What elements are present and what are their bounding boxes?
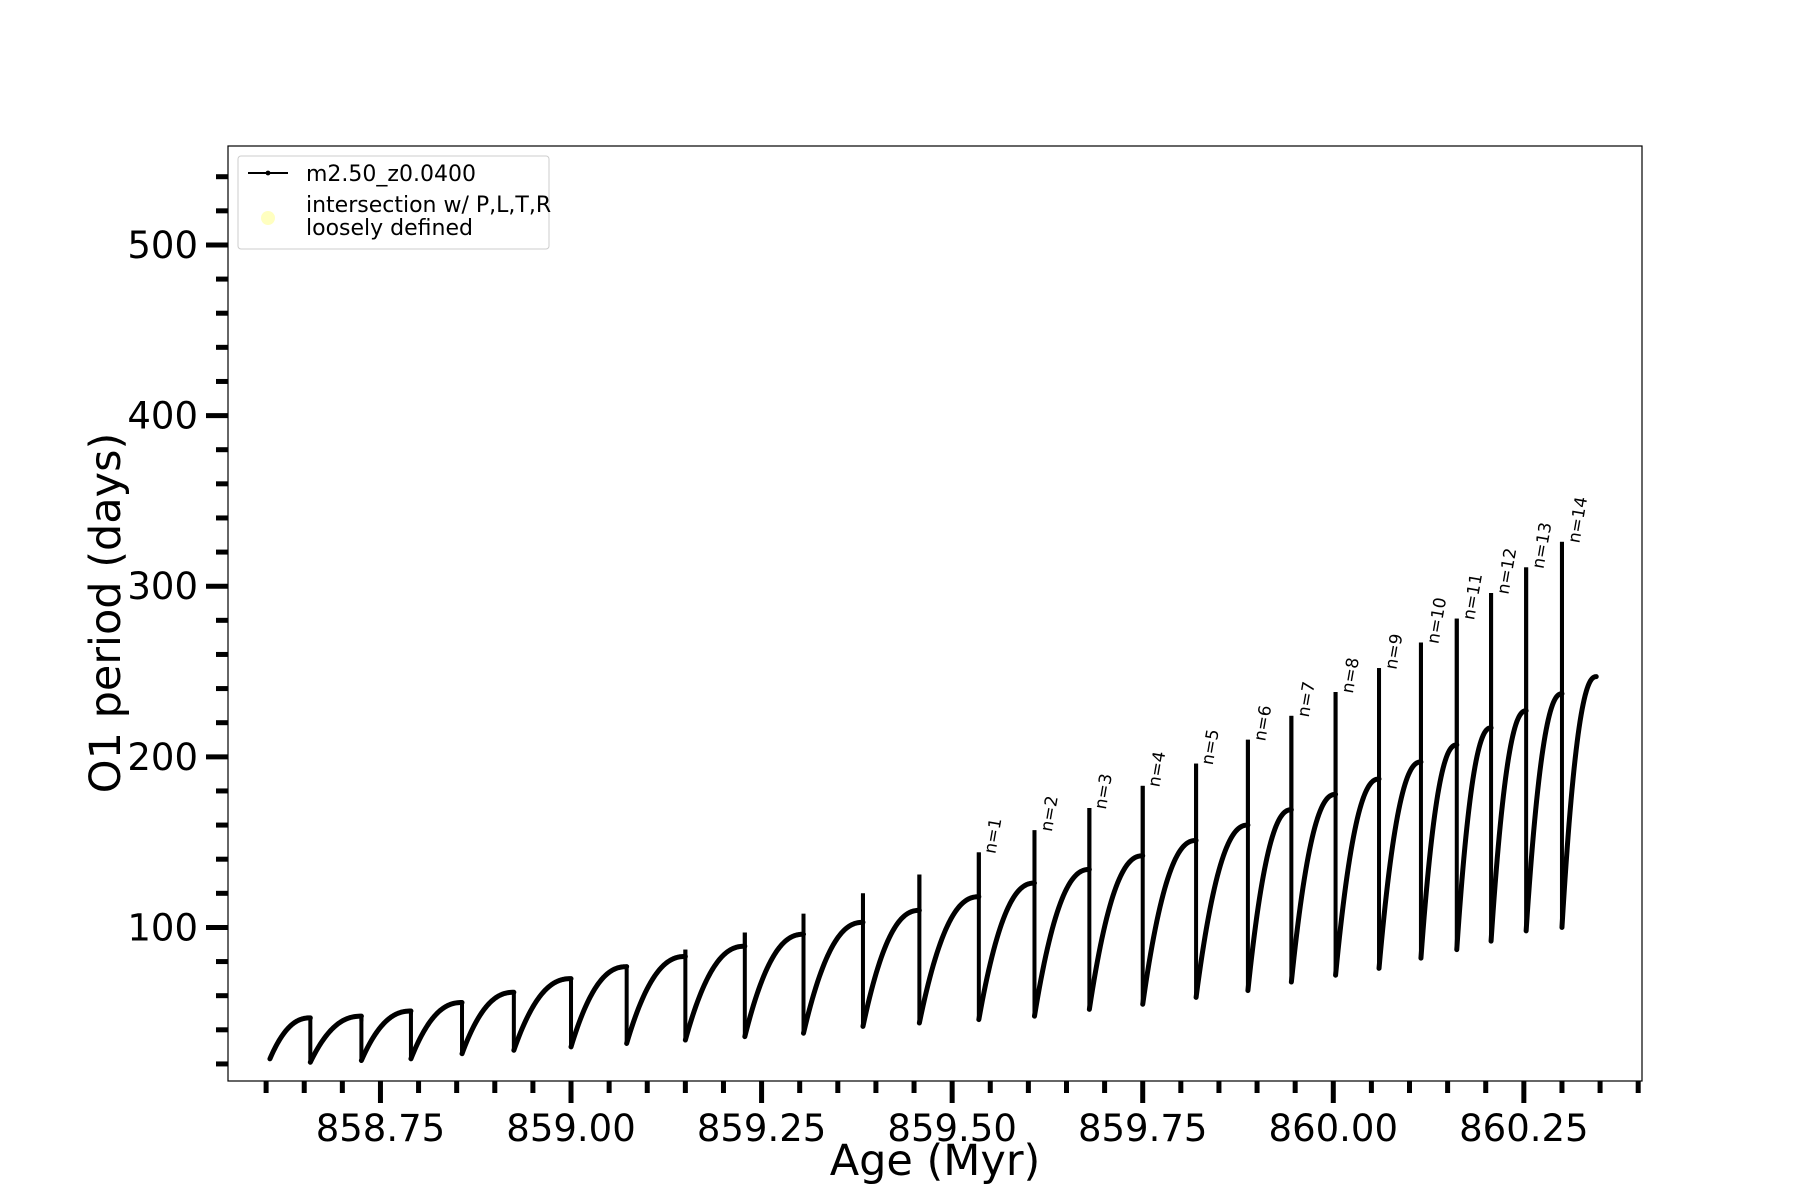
y-tick-label: 200 <box>127 736 198 779</box>
cycle-annotation: n=3 <box>1091 772 1117 811</box>
x-tick-label: 860.25 <box>1459 1107 1588 1150</box>
legend-label-line: loosely defined <box>306 216 473 241</box>
y-tick-label: 100 <box>127 906 198 949</box>
series-cycle <box>1140 837 1199 1007</box>
series-cycle <box>1559 674 1599 930</box>
series-cycle <box>267 1015 313 1062</box>
y-tick-label: 400 <box>127 395 198 438</box>
series-cycle <box>1333 776 1382 978</box>
series-cycle <box>1454 725 1494 953</box>
series-cycle <box>624 953 688 1046</box>
series-cycle <box>1193 822 1251 1000</box>
series-cycle <box>1523 691 1565 934</box>
cycle-annotation: n=1 <box>981 816 1007 855</box>
cycle-annotation: n=10 <box>1423 596 1451 645</box>
series-cycle <box>916 894 982 1026</box>
y-tick-label: 500 <box>127 224 198 267</box>
series-cycle <box>860 907 922 1029</box>
cycle-annotation: n=5 <box>1198 728 1224 767</box>
cycle-annotation: n=13 <box>1529 521 1557 570</box>
cycle-annotation: n=14 <box>1564 495 1592 544</box>
cycle-annotation: n=8 <box>1338 656 1364 695</box>
series-cycle <box>801 919 866 1036</box>
legend-label-line: m2.50_z0.0400 <box>306 162 476 187</box>
x-axis: 858.75 859.00 859.25 859.50 859.75 860.00 860.… <box>263 1081 1641 1150</box>
x-tick-label: 858.75 <box>316 1107 445 1150</box>
series-cycle <box>1418 742 1460 961</box>
x-tick-label: 859.25 <box>697 1107 826 1150</box>
cycle-annotation: n=12 <box>1494 546 1522 595</box>
x-tick-label: 859.00 <box>506 1107 635 1150</box>
plot-frame <box>227 145 1643 1082</box>
cycle-annotation: n=7 <box>1294 680 1320 719</box>
legend-intersection-marker <box>261 211 275 225</box>
series-cycle <box>1376 759 1424 971</box>
legend-dot-marker <box>265 170 271 176</box>
series-cycle <box>459 989 517 1057</box>
y-axis-title: O1 period (days) <box>81 433 131 794</box>
series-cycle <box>682 943 748 1043</box>
legend-label-line: intersection w/ P,L,T,R <box>306 193 551 218</box>
annotations-layer: n=1n=2n=3n=4n=5n=6n=7n=8n=9n=10 n=11n=12n… <box>981 495 1593 855</box>
cycle-annotation: n=11 <box>1459 572 1487 621</box>
x-tick-label: 859.75 <box>1078 1107 1207 1150</box>
series-cycle <box>1086 853 1146 1012</box>
x-tick-label: 859.50 <box>887 1107 1016 1150</box>
cycle-annotation: n=2 <box>1037 794 1063 833</box>
series-cycle <box>976 880 1037 1023</box>
legend-box <box>237 155 550 250</box>
x-tick-label: 860.00 <box>1269 1107 1398 1150</box>
series-cycle <box>1031 866 1092 1019</box>
series-cycle <box>1245 807 1294 994</box>
series-cycle <box>568 964 630 1050</box>
cycle-annotation: n=9 <box>1382 632 1408 671</box>
cycle-annotation: n=6 <box>1250 704 1276 743</box>
series-cycle <box>358 1008 414 1064</box>
legend-label-intersection: intersection w/ P,L,T,R loosely defined <box>306 193 551 241</box>
y-axis: 100 200 300 400 500 <box>127 174 228 1067</box>
series-cycle <box>1288 791 1339 985</box>
series-layer <box>267 541 1599 1065</box>
series-cycle <box>1488 708 1529 944</box>
series-cycle <box>511 976 574 1053</box>
series-cycle <box>408 1000 465 1062</box>
legend: m2.50_z0.0400 intersection w/ P,L,T,R loo… <box>237 155 551 250</box>
series-cycle <box>307 1013 364 1065</box>
legend-label-series: m2.50_z0.0400 <box>306 162 476 187</box>
series-cycle <box>742 931 807 1040</box>
cycle-annotation: n=4 <box>1144 750 1170 789</box>
y-tick-label: 300 <box>127 565 198 608</box>
x-axis-title: Age (Myr) <box>830 1136 1041 1186</box>
